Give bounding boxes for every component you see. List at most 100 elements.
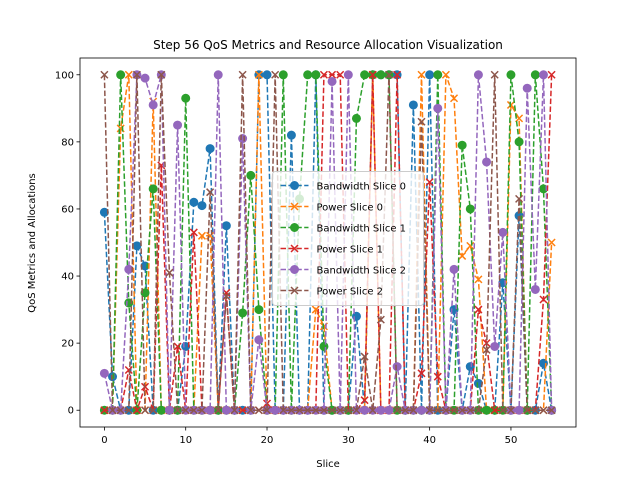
data-point <box>336 406 345 415</box>
data-point <box>262 406 272 415</box>
data-point <box>279 406 288 415</box>
data-point <box>401 406 410 415</box>
data-point <box>408 100 418 110</box>
data-point <box>360 70 370 80</box>
data-point <box>148 184 158 194</box>
data-point <box>425 70 435 80</box>
x-tick-label: 40 <box>423 435 436 446</box>
series-line-5 <box>103 74 552 411</box>
legend-label: Power Slice 0 <box>317 203 384 214</box>
data-point <box>490 341 500 351</box>
data-point <box>173 120 183 130</box>
data-point <box>254 305 264 315</box>
data-point <box>319 70 328 79</box>
x-tick-label: 10 <box>179 435 192 446</box>
data-point <box>100 70 109 79</box>
data-point <box>466 406 475 415</box>
legend-item: Power Slice 0 <box>280 202 384 214</box>
series-line-3 <box>104 74 553 414</box>
data-point <box>490 406 499 415</box>
legend-item: Bandwidth Slice 2 <box>280 265 406 277</box>
legend-marker <box>290 181 299 190</box>
data-point <box>132 406 141 415</box>
legend: Bandwidth Slice 0 Power Slice 0 Bandwidth … <box>272 171 424 306</box>
legend-marker <box>290 223 299 232</box>
data-point <box>384 70 394 79</box>
y-tick-label: 0 <box>68 406 74 417</box>
data-point <box>515 114 524 123</box>
y-tick-label: 100 <box>55 70 74 81</box>
data-point <box>360 405 370 415</box>
legend-marker <box>290 202 299 211</box>
data-point <box>238 70 247 79</box>
data-point <box>181 93 191 103</box>
data-point <box>213 70 223 80</box>
data-point <box>141 406 150 415</box>
data-point <box>506 406 515 415</box>
data-point <box>417 70 426 79</box>
data-point <box>148 100 158 110</box>
chart-title: Step 56 QoS Metrics and Resource Allocat… <box>153 38 503 52</box>
data-point <box>360 352 369 361</box>
x-tick-label: 0 <box>101 435 107 446</box>
data-point <box>238 134 248 144</box>
data-point <box>376 315 385 324</box>
plot-area <box>99 70 557 415</box>
data-point <box>254 406 263 415</box>
data-point <box>433 70 443 80</box>
data-point <box>376 405 386 415</box>
axes: 0 10 20 30 40 50 0 20 40 60 80 100 <box>55 57 577 446</box>
data-point <box>238 308 248 318</box>
data-point <box>482 405 492 415</box>
data-point <box>360 396 369 405</box>
data-point <box>254 335 264 345</box>
data-point <box>523 406 532 415</box>
data-point <box>108 372 118 382</box>
data-point <box>287 406 296 415</box>
data-point <box>214 406 223 415</box>
series-5 <box>100 70 556 415</box>
data-point <box>522 83 532 93</box>
data-point <box>328 70 337 79</box>
data-point <box>433 372 442 381</box>
data-point <box>197 201 207 211</box>
data-point <box>449 264 459 274</box>
data-point <box>393 70 402 79</box>
data-point <box>311 406 320 415</box>
data-point <box>328 406 337 415</box>
data-point <box>278 70 288 80</box>
data-point <box>547 70 556 79</box>
data-point <box>116 70 126 80</box>
data-point <box>124 365 133 375</box>
x-axis-label: Slice <box>316 459 340 470</box>
data-point <box>498 406 507 415</box>
data-point <box>156 405 166 415</box>
axes-frame <box>79 57 577 428</box>
y-tick-label: 60 <box>61 204 74 215</box>
data-point <box>531 406 540 415</box>
legend-marker <box>290 286 299 295</box>
data-point <box>539 406 548 415</box>
data-point <box>538 70 548 80</box>
data-point <box>270 405 280 415</box>
data-point <box>514 137 524 147</box>
data-point <box>303 70 313 80</box>
data-point <box>473 70 483 80</box>
data-point <box>108 406 117 415</box>
data-point <box>173 406 182 415</box>
x-tick-label: 30 <box>342 435 355 446</box>
data-point <box>344 406 353 415</box>
data-point <box>286 130 296 140</box>
data-point <box>433 103 443 113</box>
legend-item: Power Slice 2 <box>280 286 384 298</box>
data-point <box>132 70 141 79</box>
plot-clip-group <box>99 70 557 415</box>
legend-item: Bandwidth Slice 0 <box>280 181 406 193</box>
data-point <box>205 144 215 154</box>
data-point <box>392 362 402 372</box>
data-point <box>450 406 459 415</box>
legend-label: Power Slice 2 <box>317 287 384 298</box>
data-point <box>376 70 386 80</box>
data-point <box>539 295 548 304</box>
data-point <box>205 405 215 415</box>
